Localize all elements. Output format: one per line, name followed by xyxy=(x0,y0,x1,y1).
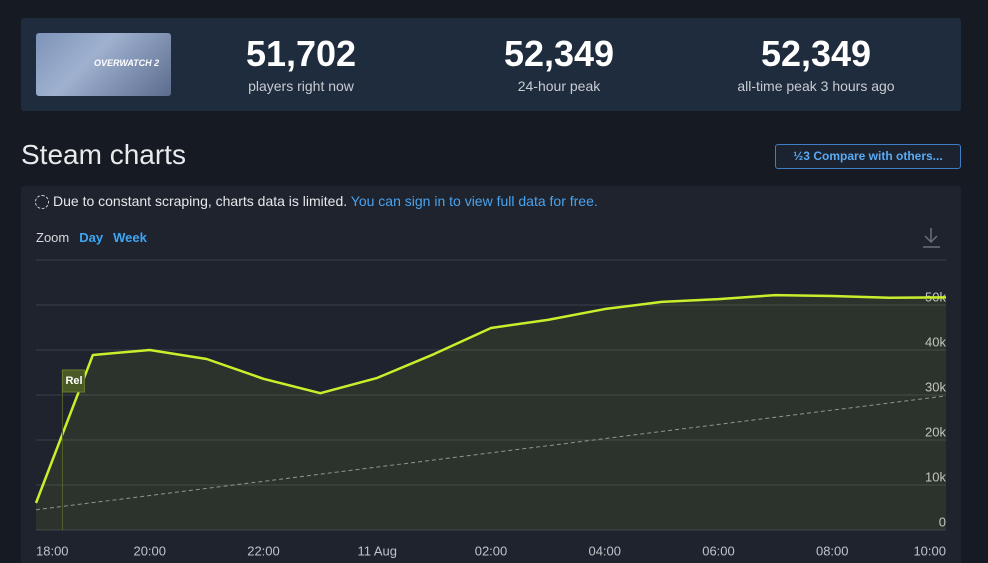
stat-value: 52,349 xyxy=(503,33,615,74)
zoom: Zoom Day Week xyxy=(36,230,147,245)
zoom-option[interactable]: Week xyxy=(113,230,147,245)
x-tick-label: 02:00 xyxy=(475,543,508,558)
stat-value: 52,349 xyxy=(760,33,872,74)
annotation-flag xyxy=(61,369,85,393)
x-tick-label: 22:00 xyxy=(247,543,280,558)
stat-value: 51,702 xyxy=(245,33,357,74)
x-tick-label: 18:00 xyxy=(36,543,69,558)
x-tick-label: 04:00 xyxy=(588,543,621,558)
download-icon[interactable] xyxy=(923,228,940,248)
game-thumbnail[interactable]: OVERWATCH 2 xyxy=(36,33,171,96)
chart-panel: Due to constant scraping, charts data is… xyxy=(21,186,961,563)
stat: 52,349 24-hour peak xyxy=(439,33,679,95)
x-tick-label: 10:00 xyxy=(913,543,946,558)
notice-text: Due to constant scraping, charts data is… xyxy=(53,193,348,209)
trend-line xyxy=(35,395,947,511)
section-title: Steam charts xyxy=(21,139,186,170)
y-tick-label: 10k xyxy=(925,469,946,484)
stats-header: OVERWATCH 2 51,702 players right now 52,3… xyxy=(21,18,961,111)
stat-label: 24-hour peak xyxy=(517,78,601,94)
stat-label: all-time peak 3 hours ago xyxy=(737,78,895,94)
y-tick-label: 20k xyxy=(925,424,946,439)
x-tick-label: 06:00 xyxy=(702,543,735,558)
y-tick-label: 40k xyxy=(925,334,946,349)
compare-button[interactable]: ½3 Compare with others... xyxy=(775,144,961,169)
line xyxy=(34,293,947,504)
y-tick-label: 0 xyxy=(939,514,946,529)
compare-icon: ½3 xyxy=(793,149,810,163)
notice: Due to constant scraping, charts data is… xyxy=(35,193,598,209)
zoom-option[interactable]: Day xyxy=(79,230,104,245)
x-tick-label: 11 Aug xyxy=(357,543,397,558)
zoom-label: Zoom xyxy=(36,230,70,245)
x-tick-label: 20:00 xyxy=(133,543,166,558)
annotation-label: Rel xyxy=(65,375,82,387)
area xyxy=(36,295,946,530)
sign-in-link[interactable]: You can sign in to view full data for fr… xyxy=(350,193,598,209)
compare-label: Compare with others... xyxy=(813,149,943,163)
stat: 51,702 players right now xyxy=(181,33,421,95)
x-tick-label: 08:00 xyxy=(816,543,849,558)
game-logo: OVERWATCH 2 xyxy=(94,58,160,68)
stat: 52,349 all-time peak 3 hours ago xyxy=(696,33,936,95)
stat-label: players right now xyxy=(248,78,354,94)
notice-icon xyxy=(35,195,49,209)
y-tick-label: 30k xyxy=(925,379,946,394)
